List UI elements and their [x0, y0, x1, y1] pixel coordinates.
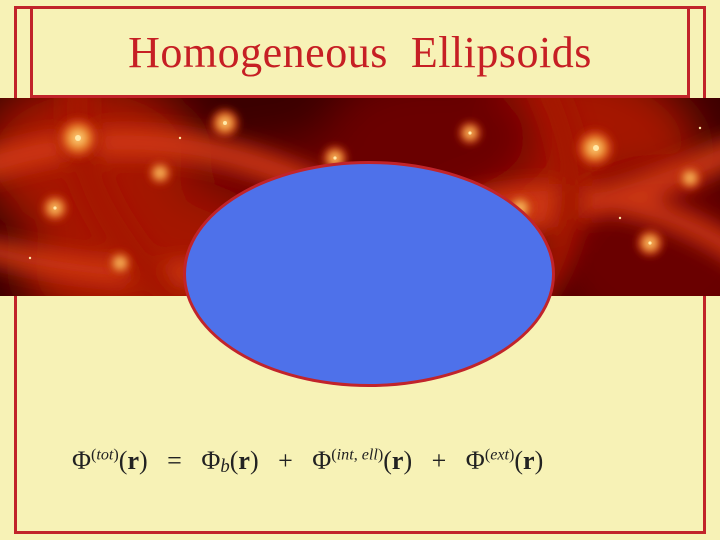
eq-r-1: r [127, 446, 139, 475]
eq-plus-2: + [432, 446, 447, 475]
eq-r-2: r [238, 446, 250, 475]
potential-equation: Φ((tot)tot)(r) = Φb(r) + Φ(int, ell)(r) … [72, 446, 543, 476]
eq-phi-4: Φ [466, 446, 485, 475]
title-box: Homogeneous Ellipsoids [30, 6, 690, 98]
slide-title: Homogeneous Ellipsoids [128, 27, 592, 78]
eq-r-3: r [392, 446, 404, 475]
eq-sup-intell: (int, ell) [331, 446, 383, 463]
eq-sup-ext: (ext) [485, 446, 515, 463]
eq-r-4: r [523, 446, 535, 475]
eq-phi-1: Φ [72, 446, 91, 475]
eq-phi-2: Φ [201, 446, 220, 475]
eq-sup-tot: ((tot)tot) [91, 446, 119, 463]
ellipsoid-shape [183, 161, 555, 387]
slide-root: Homogeneous Ellipsoids [0, 0, 720, 540]
eq-phi-3: Φ [312, 446, 331, 475]
eq-plus-1: + [278, 446, 293, 475]
eq-sub-b: b [220, 456, 229, 477]
eq-equals: = [167, 446, 182, 475]
